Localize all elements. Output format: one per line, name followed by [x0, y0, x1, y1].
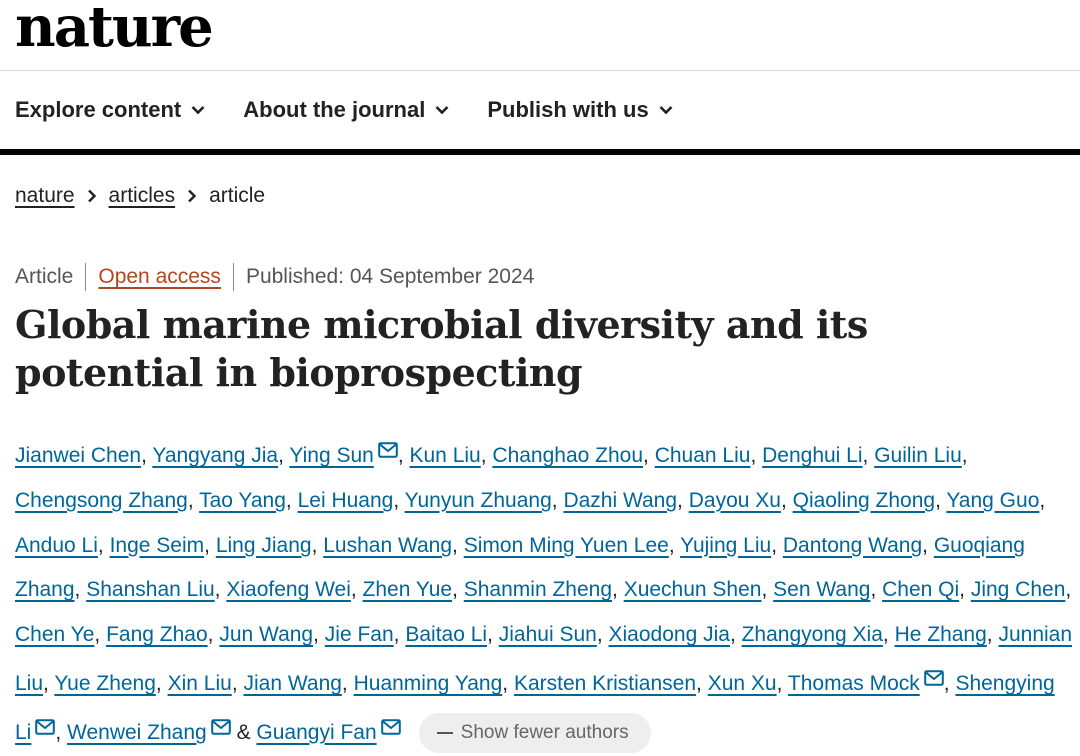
author-link[interactable]: Ying Sun [289, 444, 374, 467]
author-link[interactable]: Jing Chen [970, 578, 1066, 602]
article-type: Article [15, 265, 74, 288]
author-link[interactable]: Jun Wang [219, 623, 314, 647]
main-nav: Explore content About the journal Publis… [0, 71, 1080, 155]
author-link[interactable]: Lei Huang [297, 488, 394, 512]
nav-publish-label: Publish with us [487, 97, 649, 122]
author-link[interactable]: Karsten Kristiansen [513, 671, 697, 695]
author-list: Jianwei Chen, Yangyang Jia, Ying Sun, Ku… [15, 430, 1075, 756]
show-fewer-authors-button[interactable]: Show fewer authors [418, 713, 651, 754]
author-link[interactable]: Zhangyong Xia [741, 623, 883, 647]
author-link[interactable]: Changhao Zhou [492, 444, 644, 467]
breadcrumb: nature articles article [15, 184, 265, 208]
author-link[interactable]: Shanshan Liu [86, 578, 215, 602]
chevron-down-icon [659, 106, 673, 115]
nav-explore-content[interactable]: Explore content [15, 97, 205, 123]
email-icon[interactable] [210, 707, 231, 752]
author-link[interactable]: Dantong Wang [782, 533, 923, 557]
nature-logo[interactable]: nature [15, 0, 214, 60]
chevron-right-icon [187, 189, 197, 203]
author-link[interactable]: Jianwei Chen [15, 444, 142, 467]
author-link[interactable]: Xiaodong Jia [608, 623, 730, 647]
article-title: Global marine microbial diversity and it… [15, 302, 868, 395]
nav-publish-with-us[interactable]: Publish with us [487, 97, 673, 123]
author-link[interactable]: Inge Seim [109, 533, 205, 557]
author-link[interactable]: Chengsong Zhang [15, 488, 188, 512]
author-link[interactable]: Zhen Yue [362, 578, 453, 602]
author-link[interactable]: Sen Wang [773, 578, 871, 602]
author-link[interactable]: Fang Zhao [106, 623, 208, 647]
article-meta: Article Open access Published: 04 Septem… [15, 263, 534, 291]
author-link[interactable]: Junnian Liu [15, 623, 1073, 695]
author-link[interactable]: Lushan Wang [323, 533, 453, 557]
author-link[interactable]: Shengying Li [15, 671, 1055, 744]
author-link[interactable]: Yue Zheng [54, 671, 156, 695]
author-link[interactable]: Huanming Yang [353, 671, 503, 695]
nav-explore-content-label: Explore content [15, 97, 182, 122]
author-link[interactable]: Dazhi Wang [563, 488, 678, 512]
author-link[interactable]: Dayou Xu [688, 488, 781, 512]
email-icon[interactable] [380, 707, 401, 752]
author-link[interactable]: Simon Ming Yuen Lee [463, 533, 669, 557]
author-link[interactable]: Xuechun Shen [623, 578, 762, 602]
breadcrumb-current: article [209, 184, 266, 207]
email-icon[interactable] [35, 707, 56, 752]
breadcrumb-nature[interactable]: nature [15, 184, 75, 207]
author-link[interactable]: Yang Guo [946, 488, 1040, 512]
author-link[interactable]: Yujing Liu [680, 533, 772, 557]
divider [232, 263, 234, 291]
published-date: Published: 04 September 2024 [245, 265, 535, 288]
author-link[interactable]: Tao Yang [199, 488, 286, 512]
author-link[interactable]: Chuan Liu [654, 444, 751, 467]
chevron-down-icon [191, 106, 205, 115]
author-link[interactable]: Chen Ye [15, 623, 95, 647]
nav-about-journal-label: About the journal [243, 97, 426, 122]
author-link[interactable]: Thomas Mock [787, 671, 920, 695]
author-link[interactable]: Baitao Li [405, 623, 488, 647]
chevron-down-icon [435, 106, 449, 115]
show-fewer-label: Show fewer authors [460, 722, 629, 744]
author-link[interactable]: Xun Xu [707, 671, 777, 695]
author-link[interactable]: Chen Qi [882, 578, 960, 602]
author-link[interactable]: Qiaoling Zhong [792, 488, 936, 512]
author-link[interactable]: He Zhang [894, 623, 987, 647]
author-link[interactable]: Denghui Li [762, 444, 863, 467]
open-access-link[interactable]: Open access [98, 265, 221, 288]
author-link[interactable]: Xin Liu [167, 671, 232, 695]
author-link[interactable]: Jiahui Sun [498, 623, 597, 647]
breadcrumb-articles[interactable]: articles [108, 184, 176, 207]
author-link[interactable]: Shanmin Zheng [463, 578, 613, 602]
nav-about-journal[interactable]: About the journal [243, 97, 449, 123]
author-link[interactable]: Kun Liu [409, 444, 481, 467]
header-logo-bar: nature [0, 0, 1080, 71]
author-link[interactable]: Anduo Li [15, 533, 98, 557]
author-link[interactable]: Ling Jiang [215, 533, 312, 557]
author-link[interactable]: Jie Fan [324, 623, 394, 647]
author-link[interactable]: Yunyun Zhuang [404, 488, 552, 512]
minus-icon [436, 732, 453, 735]
author-link[interactable]: Jian Wang [243, 671, 342, 695]
author-link[interactable]: Yangyang Jia [152, 444, 279, 467]
email-icon[interactable] [378, 430, 398, 475]
author-link[interactable]: Guoqiang Zhang [15, 533, 1025, 602]
author-link[interactable]: Wenwei Zhang [67, 720, 207, 744]
divider [85, 263, 87, 291]
chevron-right-icon [87, 189, 97, 203]
author-link[interactable]: Xiaofeng Wei [226, 578, 351, 602]
email-icon[interactable] [923, 658, 944, 703]
author-link[interactable]: Guilin Liu [874, 444, 962, 467]
author-link[interactable]: Guangyi Fan [256, 720, 377, 744]
